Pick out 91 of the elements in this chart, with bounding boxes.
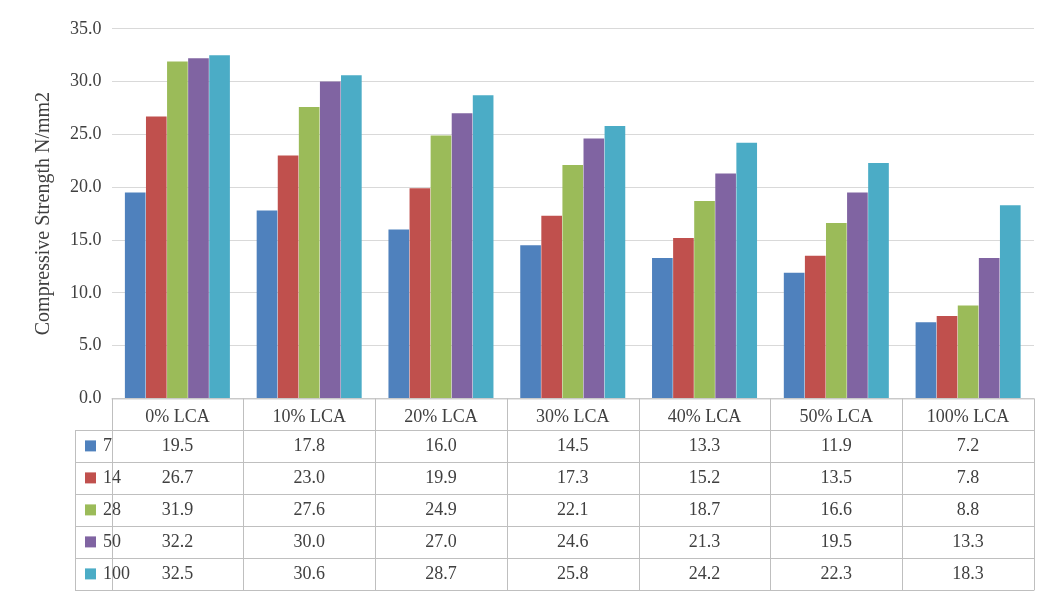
y-tick-label: 5.0: [79, 334, 102, 355]
bar: [583, 138, 605, 398]
x-tick-label: 100% LCA: [926, 405, 1010, 426]
data-label: 14.5: [557, 435, 589, 456]
data-label: 24.6: [557, 531, 589, 552]
y-tick-label: 35.0: [70, 17, 102, 38]
data-label: 7.2: [956, 435, 980, 456]
bar: [736, 142, 758, 398]
bar: [562, 165, 584, 398]
legend-label: 50: [103, 531, 121, 552]
data-label: 22.1: [557, 499, 589, 520]
bar: [715, 173, 736, 398]
bar: [145, 116, 167, 398]
x-tick-label: 20% LCA: [404, 405, 478, 426]
y-tick-label: 10.0: [70, 281, 102, 302]
data-label: 30.6: [293, 563, 325, 584]
legend-label: 28: [103, 499, 121, 520]
data-label: 31.9: [161, 499, 194, 520]
bar: [604, 125, 626, 398]
data-label: 25.8: [557, 563, 589, 584]
data-label: 17.3: [557, 467, 589, 488]
bar: [978, 257, 1000, 398]
data-label: 13.3: [952, 531, 984, 552]
data-label: 18.7: [688, 499, 721, 520]
y-tick-label: 25.0: [70, 123, 102, 144]
data-label: 30.0: [293, 531, 325, 552]
data-label: 24.2: [688, 563, 721, 584]
bar: [957, 305, 979, 398]
legend-label: 14: [103, 467, 121, 488]
bar: [209, 55, 230, 398]
bar: [341, 75, 362, 398]
data-label: 11.9: [820, 435, 852, 456]
y-tick-label: 30.0: [70, 70, 102, 91]
bar: [167, 61, 188, 398]
x-tick-label: 40% LCA: [667, 405, 742, 426]
y-axis-title: Compressive Strength N/mm2: [31, 91, 55, 336]
bar: [783, 272, 805, 398]
bar: [541, 215, 562, 398]
bar: [388, 229, 410, 398]
bar: [520, 245, 541, 398]
bar: [256, 210, 278, 398]
data-label: 27.0: [425, 531, 457, 552]
bar: [868, 162, 889, 398]
bar: [277, 155, 299, 398]
data-label: 22.3: [820, 563, 853, 584]
bar: [451, 113, 473, 398]
y-tick-label: 15.0: [70, 228, 102, 249]
bar: [999, 205, 1021, 398]
data-label: 15.2: [688, 467, 721, 488]
y-tick-label: 0.0: [79, 387, 102, 408]
bar: [673, 237, 694, 398]
bar: [188, 58, 209, 398]
bar: [804, 255, 826, 398]
bar: [652, 257, 673, 398]
data-label: 23.0: [293, 467, 325, 488]
data-label: 32.2: [161, 531, 194, 552]
data-label: 27.6: [293, 499, 325, 520]
data-label: 8.8: [956, 499, 980, 520]
bar: [472, 95, 494, 398]
data-label: 19.9: [425, 467, 457, 488]
data-label: 19.5: [820, 531, 853, 552]
x-tick-label: 30% LCA: [536, 405, 610, 426]
x-tick-label: 0% LCA: [145, 405, 210, 426]
data-label: 16.0: [425, 435, 457, 456]
data-label: 7.8: [956, 467, 980, 488]
data-label: 21.3: [688, 531, 721, 552]
data-label: 28.7: [425, 563, 457, 584]
data-label: 18.3: [952, 563, 984, 584]
data-label: 13.3: [688, 435, 721, 456]
data-label: 26.7: [161, 467, 194, 488]
bar: [694, 200, 715, 398]
legend-label: 7: [103, 435, 112, 456]
x-tick-label: 50% LCA: [799, 405, 874, 426]
bar: [298, 106, 320, 398]
bar: [825, 223, 847, 398]
data-label: 24.9: [425, 499, 457, 520]
data-label: 17.8: [293, 435, 325, 456]
bar: [847, 192, 868, 398]
legend-label: 100: [103, 563, 130, 584]
data-label: 16.6: [820, 499, 853, 520]
bar: [915, 322, 937, 398]
bar: [430, 135, 452, 398]
data-label: 32.5: [161, 563, 194, 584]
bar: [936, 316, 958, 398]
x-tick-label: 10% LCA: [272, 405, 346, 426]
data-label: 19.5: [161, 435, 194, 456]
data-label: 13.5: [820, 467, 853, 488]
bar: [409, 188, 431, 398]
y-tick-label: 20.0: [70, 175, 102, 196]
bar: [319, 81, 341, 398]
bar: [124, 192, 146, 398]
